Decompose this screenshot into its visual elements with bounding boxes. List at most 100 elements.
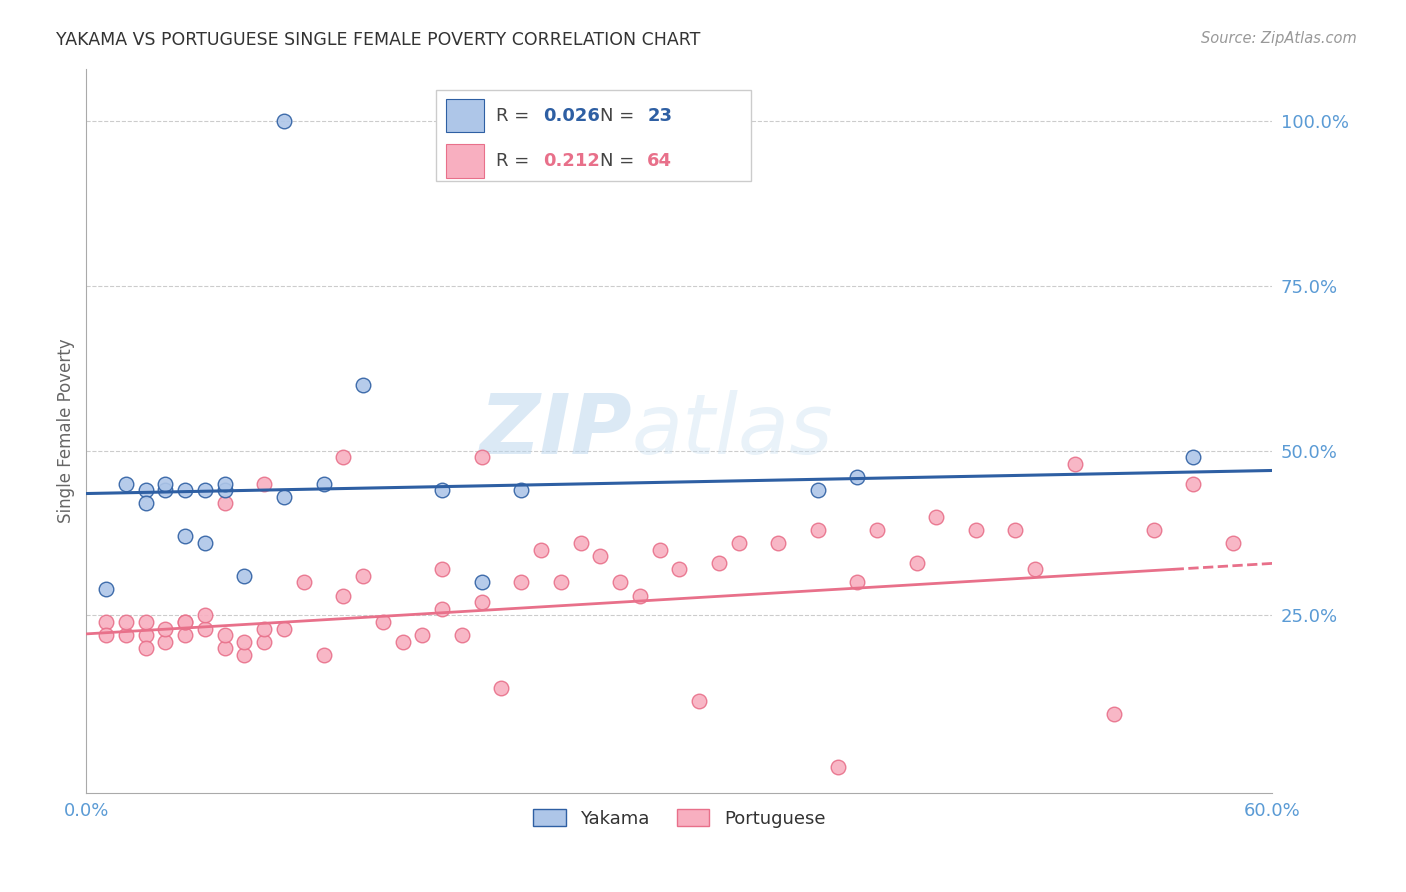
Point xyxy=(905,556,928,570)
Point xyxy=(471,595,494,609)
Point xyxy=(846,575,869,590)
Point xyxy=(430,562,453,576)
Point xyxy=(648,542,671,557)
Point xyxy=(965,523,987,537)
Point xyxy=(609,575,631,590)
FancyBboxPatch shape xyxy=(446,145,484,178)
Point xyxy=(194,536,217,550)
Point xyxy=(114,476,136,491)
Point xyxy=(135,496,157,510)
Point xyxy=(707,556,730,570)
Point xyxy=(352,377,374,392)
Point xyxy=(273,622,295,636)
Point xyxy=(155,634,177,648)
Point xyxy=(174,529,197,543)
Legend: Yakama, Portuguese: Yakama, Portuguese xyxy=(526,802,832,835)
Point xyxy=(94,615,117,629)
Point xyxy=(1004,523,1026,537)
Point xyxy=(530,542,553,557)
Point xyxy=(253,476,276,491)
Point xyxy=(194,622,217,636)
Point xyxy=(827,760,849,774)
Text: 64: 64 xyxy=(647,152,672,170)
Point xyxy=(1104,707,1126,722)
Point xyxy=(807,483,830,498)
Point xyxy=(430,483,453,498)
Point xyxy=(371,615,394,629)
Point xyxy=(214,641,236,656)
Point xyxy=(135,628,157,642)
Point xyxy=(727,536,749,550)
Point xyxy=(846,470,869,484)
Point xyxy=(510,483,533,498)
FancyBboxPatch shape xyxy=(436,90,751,181)
Text: N =: N = xyxy=(600,152,640,170)
Point xyxy=(135,483,157,498)
Point xyxy=(273,490,295,504)
Point xyxy=(430,602,453,616)
Text: atlas: atlas xyxy=(631,391,834,472)
Point xyxy=(768,536,790,550)
Point xyxy=(94,628,117,642)
Point xyxy=(292,575,315,590)
Text: N =: N = xyxy=(600,107,640,125)
Point xyxy=(1063,457,1085,471)
Point xyxy=(174,483,197,498)
Point xyxy=(194,608,217,623)
FancyBboxPatch shape xyxy=(446,99,484,132)
Point xyxy=(510,575,533,590)
Point xyxy=(550,575,572,590)
Point xyxy=(807,523,830,537)
Point xyxy=(253,634,276,648)
Point xyxy=(174,628,197,642)
Point xyxy=(471,450,494,465)
Point xyxy=(1143,523,1166,537)
Point xyxy=(332,589,354,603)
Point xyxy=(135,641,157,656)
Point xyxy=(1182,450,1205,465)
Point xyxy=(866,523,889,537)
Point xyxy=(214,476,236,491)
Y-axis label: Single Female Poverty: Single Female Poverty xyxy=(58,339,75,524)
Point xyxy=(114,615,136,629)
Point xyxy=(233,634,256,648)
Text: 23: 23 xyxy=(647,107,672,125)
Point xyxy=(214,483,236,498)
Point xyxy=(569,536,592,550)
Text: 0.212: 0.212 xyxy=(543,152,600,170)
Point xyxy=(491,681,513,695)
Point xyxy=(352,569,374,583)
Point xyxy=(312,476,335,491)
Text: R =: R = xyxy=(495,107,534,125)
Point xyxy=(194,483,217,498)
Point xyxy=(214,496,236,510)
Point xyxy=(214,628,236,642)
Text: Source: ZipAtlas.com: Source: ZipAtlas.com xyxy=(1201,31,1357,46)
Point xyxy=(94,582,117,596)
Point xyxy=(273,114,295,128)
Text: ZIP: ZIP xyxy=(479,391,631,472)
Point xyxy=(233,569,256,583)
Point xyxy=(668,562,690,576)
Point xyxy=(312,648,335,662)
Point xyxy=(253,622,276,636)
Point xyxy=(589,549,612,563)
Point xyxy=(233,648,256,662)
Point xyxy=(925,509,948,524)
Point xyxy=(1222,536,1244,550)
Point xyxy=(1024,562,1046,576)
Point xyxy=(174,615,197,629)
Point xyxy=(155,483,177,498)
Point xyxy=(332,450,354,465)
Point xyxy=(174,615,197,629)
Point xyxy=(471,575,494,590)
Point xyxy=(451,628,474,642)
Point xyxy=(628,589,651,603)
Point xyxy=(411,628,433,642)
Text: R =: R = xyxy=(495,152,534,170)
Point xyxy=(155,476,177,491)
Text: 0.026: 0.026 xyxy=(543,107,600,125)
Point xyxy=(688,694,710,708)
Point xyxy=(391,634,413,648)
Point xyxy=(114,628,136,642)
